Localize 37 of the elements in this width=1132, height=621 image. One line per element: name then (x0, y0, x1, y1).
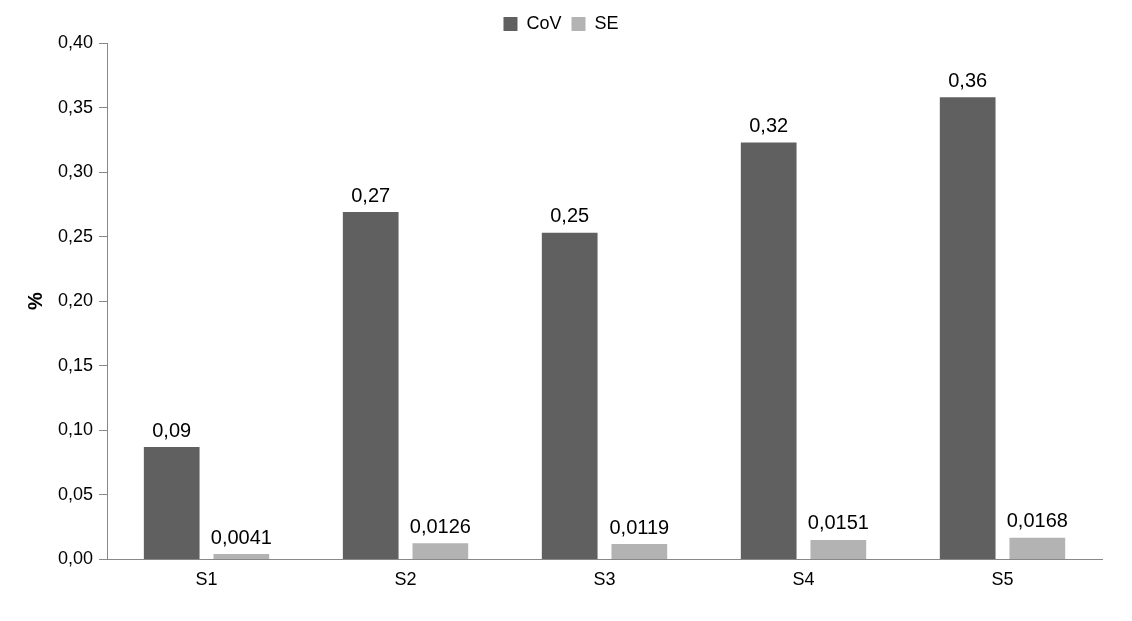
y-axis-title: % (23, 292, 46, 311)
y-tick-label: 0,35 (57, 96, 94, 117)
x-tick-label: S2 (394, 569, 417, 590)
y-tick-label: 0,15 (57, 354, 94, 375)
y-tick-label: 0,20 (57, 290, 94, 311)
y-tick-label: 0,25 (57, 225, 94, 246)
data-label: 0,09 (152, 418, 192, 441)
data-label: 0,0151 (807, 511, 869, 534)
x-tick-label: S3 (593, 569, 616, 590)
bar (213, 554, 270, 559)
y-tick-label: 0,00 (57, 548, 94, 569)
bar (810, 539, 867, 559)
bar (1009, 537, 1066, 559)
data-label: 0,25 (550, 204, 590, 227)
x-tick-label: S1 (195, 569, 218, 590)
bar (740, 142, 797, 559)
data-label: 0,0041 (210, 525, 272, 548)
data-label: 0,0168 (1006, 509, 1068, 532)
x-tick-label: S5 (991, 569, 1014, 590)
bar (412, 543, 469, 559)
legend-label: CoV (526, 12, 562, 33)
bar (939, 97, 996, 559)
legend-label: SE (594, 12, 619, 33)
bar (611, 544, 668, 559)
bar (143, 447, 200, 559)
data-label: 0,36 (948, 68, 988, 91)
data-label: 0,0119 (609, 515, 670, 538)
y-tick-label: 0,30 (57, 161, 94, 182)
bar (342, 212, 399, 559)
data-label: 0,27 (351, 183, 391, 206)
x-tick-label: S4 (792, 569, 815, 590)
y-tick-label: 0,40 (57, 31, 94, 52)
y-tick-label: 0,05 (57, 483, 94, 504)
data-label: 0,0126 (409, 514, 471, 537)
y-tick-label: 0,10 (57, 419, 94, 440)
data-label: 0,32 (749, 113, 789, 136)
bar (541, 232, 598, 559)
